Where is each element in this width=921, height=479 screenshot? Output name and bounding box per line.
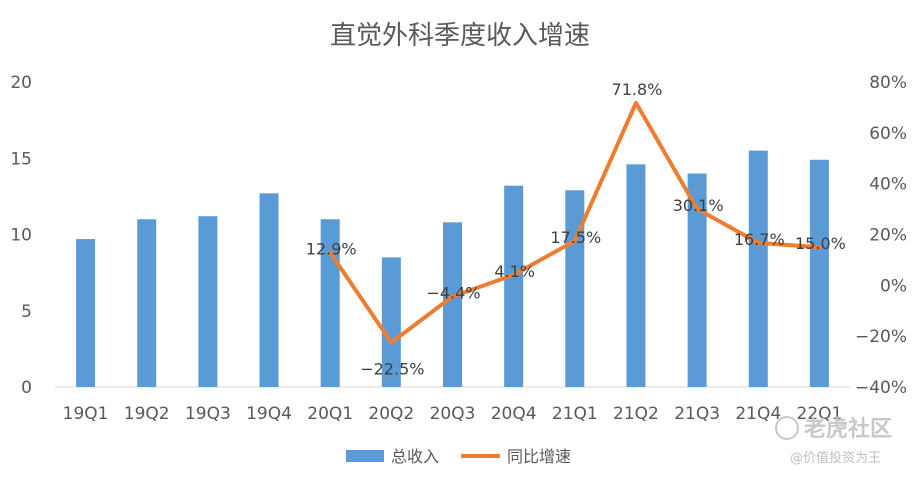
x-tick-label: 20Q1: [307, 404, 353, 424]
data-label-21Q3: 30.1%: [673, 196, 724, 215]
bar-21Q1: [565, 190, 585, 387]
legend: 总收入 同比增速: [346, 447, 571, 466]
right-tick-label: −20%: [855, 327, 907, 347]
growth-line: [328, 100, 822, 345]
data-label-20Q1: 12.9%: [306, 240, 357, 259]
x-tick-label: 19Q1: [63, 404, 109, 424]
bar-22Q1: [809, 159, 829, 387]
watermark-main: 老虎社区: [803, 416, 892, 442]
x-axis: 19Q1 19Q2 19Q3 19Q4 20Q1 20Q2 20Q3 20Q4 21Q1 21Q2…: [63, 404, 843, 424]
bar-19Q2: [137, 219, 157, 387]
right-tick-label: 80%: [869, 73, 907, 93]
bar-19Q3: [198, 216, 218, 387]
data-label-21Q4: 16.7%: [734, 230, 785, 249]
x-tick-label: 21Q4: [735, 404, 781, 424]
data-label-21Q2: 71.8%: [612, 80, 663, 99]
watermark-sub: @价值投资为王: [790, 450, 881, 466]
bar-19Q4: [259, 193, 279, 387]
bar-19Q1: [76, 239, 96, 387]
data-label-20Q3: −4.4%: [426, 284, 480, 303]
right-tick-label: 20%: [869, 226, 907, 246]
bar-20Q4: [504, 185, 524, 387]
x-tick-label: 22Q1: [797, 404, 843, 424]
data-label-20Q2: −22.5%: [360, 360, 424, 379]
bar-21Q4: [748, 150, 768, 387]
right-axis: −40% −20% 0% 20% 40% 60% 80%: [855, 73, 907, 398]
right-tick-label: 60%: [869, 124, 907, 144]
chart-title: 直觉外科季度收入增速: [330, 21, 590, 51]
bar-series: [76, 150, 829, 387]
x-tick-label: 21Q3: [674, 404, 720, 424]
bar-20Q3: [443, 222, 462, 387]
right-tick-label: 40%: [869, 175, 907, 195]
left-tick-label: 20: [10, 73, 32, 93]
bar-21Q2: [626, 164, 646, 387]
right-tick-label: 0%: [880, 276, 907, 296]
left-tick-label: 5: [21, 302, 32, 322]
legend-swatch-revenue: [346, 450, 384, 462]
data-label-20Q4: 4.1%: [494, 262, 535, 281]
legend-label-growth: 同比增速: [507, 447, 571, 466]
left-tick-label: 0: [21, 378, 32, 398]
line-series: 12.9% −22.5% −4.4% 4.1% 17.5% 71.8% 30.1% 16.7%…: [306, 80, 846, 379]
data-label-22Q1: 15.0%: [795, 234, 846, 253]
x-tick-label: 21Q1: [552, 404, 598, 424]
x-tick-label: 20Q3: [430, 404, 476, 424]
x-tick-label: 20Q4: [491, 404, 537, 424]
right-tick-label: −40%: [855, 378, 907, 398]
left-axis: 0 5 10 15 20: [10, 73, 32, 398]
x-tick-label: 19Q2: [124, 404, 170, 424]
watermark: 老虎社区 @价值投资为王: [775, 416, 892, 466]
left-tick-label: 15: [10, 149, 32, 169]
x-tick-label: 21Q2: [613, 404, 659, 424]
bar-21Q3: [687, 173, 707, 387]
legend-label-revenue: 总收入: [391, 447, 439, 466]
x-tick-label: 19Q3: [185, 404, 231, 424]
left-tick-label: 10: [10, 226, 32, 246]
x-tick-label: 20Q2: [368, 404, 414, 424]
tiger-logo-icon: [775, 416, 799, 440]
data-label-21Q1: 17.5%: [550, 228, 601, 247]
bar-20Q2: [381, 257, 401, 387]
x-tick-label: 19Q4: [246, 404, 292, 424]
